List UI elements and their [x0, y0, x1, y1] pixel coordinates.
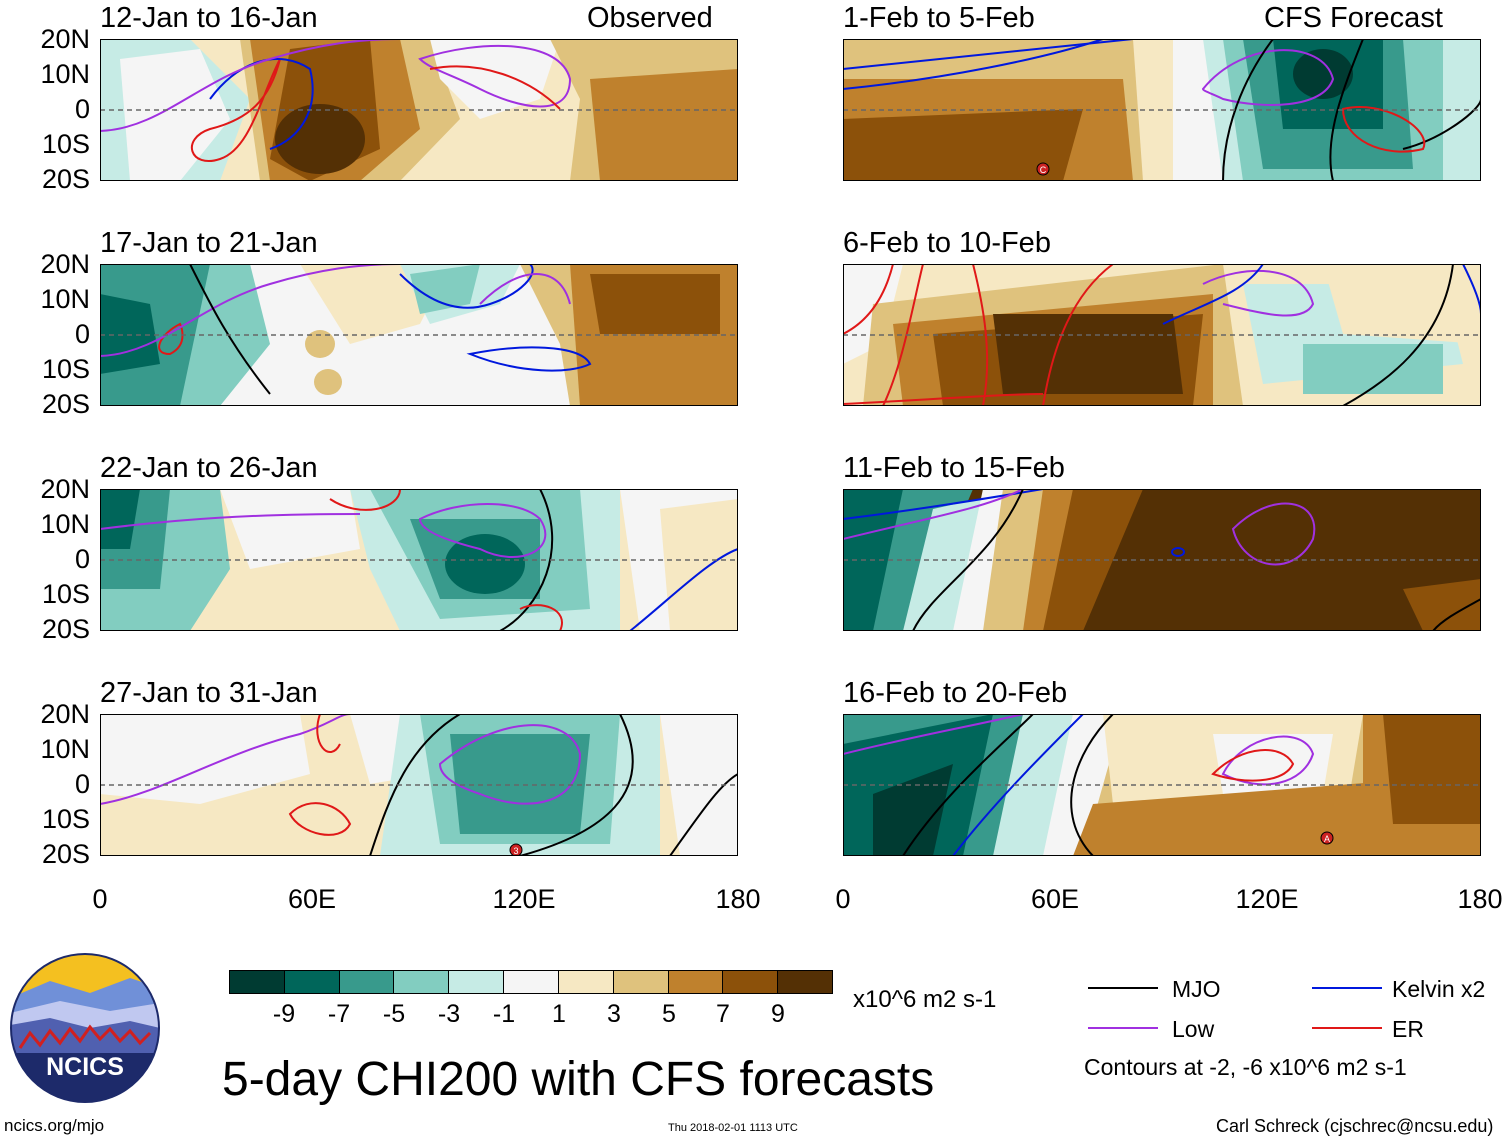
storm-marker-label: A — [1324, 834, 1330, 844]
legend-label-er: ER — [1392, 1016, 1424, 1042]
lon-label: 0 — [92, 884, 108, 914]
legend-label-low: Low — [1172, 1016, 1215, 1042]
ncics-logo: NCICS — [10, 953, 160, 1103]
lat-label: 10S — [41, 354, 90, 384]
legend-line-kelvin — [1312, 987, 1382, 989]
lat-label: 10S — [41, 129, 90, 159]
storm-marker-label: 3 — [513, 846, 518, 856]
colorbar-label: 7 — [716, 1000, 730, 1028]
map-panel-0 — [100, 39, 738, 181]
lon-label: 60E — [1030, 884, 1080, 914]
forecast-label: CFS Forecast — [1264, 2, 1443, 34]
observed-label: Observed — [587, 2, 713, 34]
lat-label: 0 — [74, 319, 90, 349]
colorbar-swatch — [778, 971, 832, 993]
lat-label: 20S — [41, 164, 90, 194]
lat-label: 10S — [41, 804, 90, 834]
lat-label: 20N — [40, 699, 90, 729]
lat-label: 10N — [40, 509, 90, 539]
colorbar-swatch — [723, 971, 779, 993]
colorbar-swatch — [504, 971, 559, 993]
lat-label: 20N — [40, 24, 90, 54]
author-credit: Carl Schreck (cjschrec@ncsu.edu) — [1216, 1116, 1494, 1136]
lat-label: 20S — [41, 389, 90, 419]
map-panel-1 — [100, 264, 738, 406]
colorbar-label: 9 — [771, 1000, 785, 1028]
lon-label: 0 — [835, 884, 851, 914]
map-panel-4: C — [843, 39, 1481, 181]
chart-title: 5-day CHI200 with CFS forecasts — [222, 1053, 935, 1106]
panel-title-4: 1-Feb to 5-Feb — [843, 2, 1035, 34]
lon-label: 180 — [1457, 884, 1503, 914]
logo-text: NCICS — [46, 1053, 124, 1081]
colorbar-swatch — [230, 971, 285, 993]
colorbar-label: -9 — [272, 1000, 296, 1028]
panel-title-0: 12-Jan to 16-Jan — [100, 2, 318, 34]
lat-label: 20N — [40, 249, 90, 279]
panel-title-2: 22-Jan to 26-Jan — [100, 452, 318, 484]
map-panel-7: A — [843, 714, 1481, 856]
colorbar-label: -7 — [327, 1000, 351, 1028]
legend-line-er — [1312, 1027, 1382, 1029]
lat-label: 20S — [41, 839, 90, 869]
legend-line-mjo — [1088, 987, 1158, 989]
colorbar-swatch — [284, 971, 340, 993]
colorbar-swatch — [339, 971, 395, 993]
colorbar — [229, 970, 833, 994]
colorbar-swatch — [449, 971, 505, 993]
lat-label: 20S — [41, 614, 90, 644]
colorbar-label: -3 — [437, 1000, 461, 1028]
panel-title-5: 6-Feb to 10-Feb — [843, 227, 1051, 259]
ncics-url[interactable]: ncics.org/mjo — [4, 1116, 105, 1135]
colorbar-label: 5 — [662, 1000, 676, 1028]
legend-label-kelvin: Kelvin x2 — [1392, 976, 1486, 1002]
lon-label: 120E — [492, 884, 556, 914]
lat-label: 10N — [40, 284, 90, 314]
legend-label-mjo: MJO — [1172, 976, 1221, 1002]
colorbar-swatch — [668, 971, 724, 993]
lon-label: 60E — [287, 884, 337, 914]
colorbar-label: -5 — [382, 1000, 406, 1028]
lat-label: 0 — [74, 94, 90, 124]
lon-label: 180 — [715, 884, 761, 914]
map-panel-2 — [100, 489, 738, 631]
lat-label: 10N — [40, 734, 90, 764]
contour-note: Contours at -2, -6 x10^6 m2 s-1 — [1084, 1054, 1407, 1080]
panel-title-3: 27-Jan to 31-Jan — [100, 677, 318, 709]
lat-label: 0 — [74, 769, 90, 799]
lat-label: 20N — [40, 474, 90, 504]
timestamp: Thu 2018-02-01 1113 UTC — [668, 1122, 798, 1134]
panel-title-1: 17-Jan to 21-Jan — [100, 227, 318, 259]
map-panel-3: 3 — [100, 714, 738, 856]
lat-label: 10S — [41, 579, 90, 609]
storm-marker-label: C — [1040, 165, 1047, 175]
map-panel-6 — [843, 489, 1481, 631]
legend-line-low — [1088, 1027, 1158, 1029]
colorbar-label: 3 — [607, 1000, 621, 1028]
colorbar-label: 1 — [552, 1000, 566, 1028]
colorbar-swatch — [558, 971, 614, 993]
panel-title-6: 11-Feb to 15-Feb — [843, 452, 1065, 484]
lon-label: 120E — [1235, 884, 1299, 914]
colorbar-swatch — [394, 971, 450, 993]
lat-label: 10N — [40, 59, 90, 89]
colorbar-units: x10^6 m2 s-1 — [853, 986, 997, 1013]
map-panel-5 — [843, 264, 1481, 406]
colorbar-swatch — [613, 971, 669, 993]
colorbar-label: -1 — [492, 1000, 516, 1028]
panel-title-7: 16-Feb to 20-Feb — [843, 677, 1068, 709]
lat-label: 0 — [74, 544, 90, 574]
